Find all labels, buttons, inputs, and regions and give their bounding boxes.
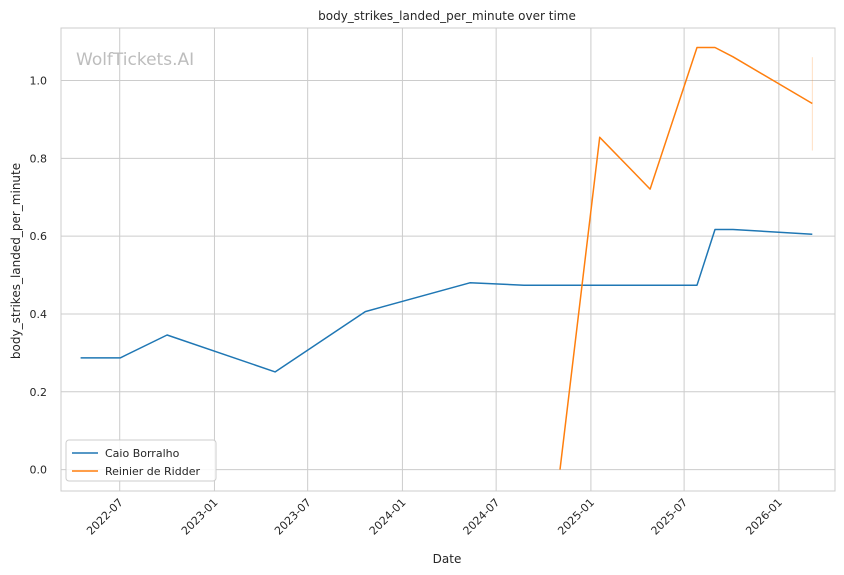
legend-items: Caio Borralho Reinier de Ridder	[72, 447, 200, 478]
legend: Caio Borralho Reinier de Ridder	[65, 439, 217, 482]
y-axis-title: body_strikes_landed_per_minute	[9, 163, 23, 359]
x-axis-title: Date	[433, 552, 462, 566]
watermark-text: WolfTickets.AI	[76, 50, 194, 70]
legend-label-0: Caio Borralho	[105, 447, 180, 460]
chart-title: body_strikes_landed_per_minute over time	[318, 9, 576, 23]
plot-area: WolfTickets.AI	[60, 27, 836, 492]
series-layer	[80, 46, 813, 470]
y-tick-label: 0.2	[30, 386, 48, 399]
y-tick-label: 0.0	[30, 464, 48, 477]
series-line-0	[80, 228, 813, 373]
legend-box	[65, 439, 217, 482]
plot-background	[60, 27, 836, 492]
series-line-1	[559, 46, 813, 470]
y-tick-label: 1.0	[30, 75, 48, 88]
x-gridlines	[119, 28, 780, 491]
y-tick-label: 0.4	[30, 308, 48, 321]
y-tick-label: 0.6	[30, 230, 48, 243]
y-tick-labels: 0.0 0.2 0.4 0.6 0.8 1.0	[30, 75, 48, 477]
y-tick-label: 0.8	[30, 152, 48, 165]
legend-label-1: Reinier de Ridder	[105, 465, 200, 478]
